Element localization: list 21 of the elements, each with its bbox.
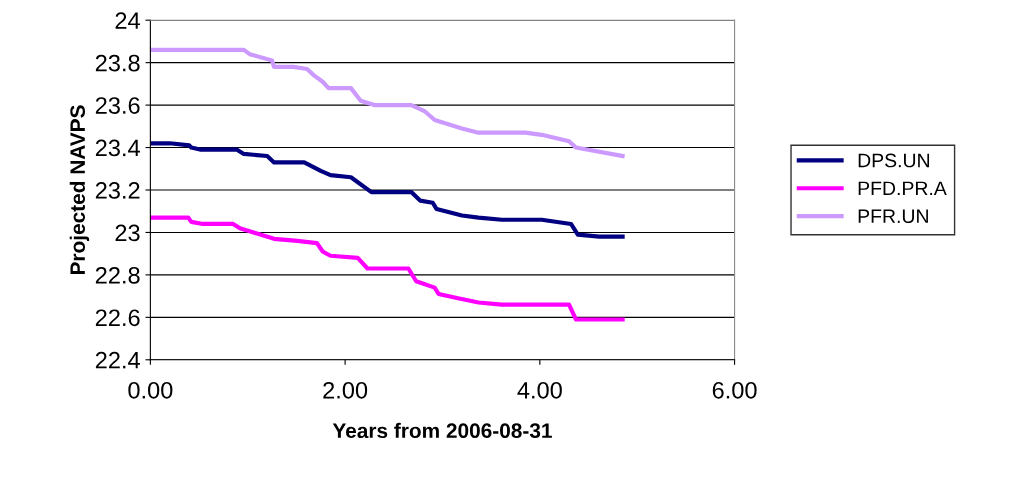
y-axis-title: Projected NAVPS	[69, 105, 90, 275]
legend-label: PFR.UN	[858, 209, 928, 224]
y-tick-label: 23.2	[95, 182, 140, 199]
legend-label: PFD.PR.A	[858, 181, 947, 196]
legend-label: DPS.UN	[858, 153, 930, 168]
x-tick-label: 0.00	[128, 381, 173, 399]
y-tick-label: 23.6	[95, 97, 140, 114]
line-series	[150, 47, 625, 159]
x-tick-label: 2.00	[323, 381, 368, 399]
x-axis-title: Years from 2006-08-31	[332, 422, 552, 439]
y-tick-label: 23	[115, 224, 140, 242]
line-series	[150, 141, 625, 239]
y-tick-label: 24	[115, 12, 140, 29]
y-tick-label: 23.8	[95, 54, 140, 72]
y-tick-label: 22.6	[95, 309, 140, 327]
y-tick-label: 22.8	[95, 266, 140, 284]
x-tick-label: 4.00	[517, 381, 562, 399]
y-tick-label: 22.4	[95, 351, 140, 369]
line-series	[150, 215, 625, 322]
y-tick-label: 23.4	[95, 139, 140, 157]
x-tick-label: 6.00	[712, 381, 757, 399]
